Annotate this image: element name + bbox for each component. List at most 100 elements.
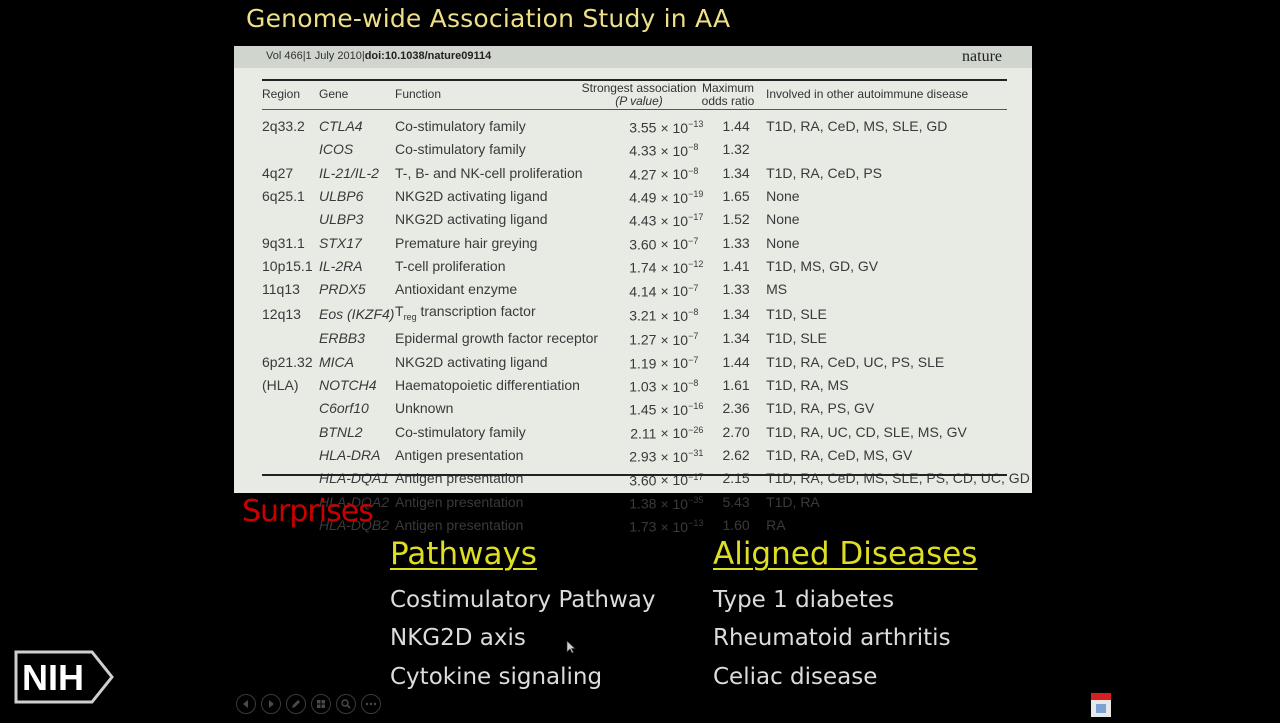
slides-icon xyxy=(317,700,325,708)
cell-p-value: 4.33 × 10−8 xyxy=(598,138,706,161)
zoom-icon xyxy=(341,699,351,709)
cell-odds-ratio: 2.36 xyxy=(722,400,750,417)
zoom-button[interactable] xyxy=(336,694,356,714)
disease-item: Type 1 diabetes xyxy=(713,587,895,613)
pen-tool-button[interactable] xyxy=(286,694,306,714)
p-exponent: −8 xyxy=(688,165,699,176)
cell-other-disease: RA xyxy=(766,517,786,534)
cell-odds-ratio: 1.41 xyxy=(722,257,750,274)
p-exponent: −26 xyxy=(688,424,704,435)
cell-p-value: 1.27 × 10−7 xyxy=(598,327,706,350)
cell-odds-ratio: 5.43 xyxy=(722,493,750,510)
cell-region xyxy=(262,397,319,420)
p-mantissa: 4.14 xyxy=(629,283,657,300)
header-strongest-line1: Strongest association xyxy=(581,81,697,95)
table-row: 6q25.1 ULBP6 NKG2D activating ligand 4.49 × … xyxy=(262,185,1030,208)
aligned-diseases-heading: Aligned Diseases xyxy=(713,536,978,572)
cell-gene: IL-2RA xyxy=(319,257,363,274)
cell-region xyxy=(262,444,319,467)
previous-slide-button[interactable] xyxy=(236,694,256,714)
cell-odds-ratio: 2.62 xyxy=(722,447,750,463)
p-times-ten: × 10 xyxy=(660,332,689,349)
paper-table-image: Vol 466|1 July 2010|doi:10.1038/nature09… xyxy=(234,46,1032,535)
cell-odds-ratio: 1.34 xyxy=(722,330,750,347)
cell-other-disease: T1D, RA, PS, GV xyxy=(766,400,875,417)
p-exponent: −8 xyxy=(688,378,699,389)
header-region: Region xyxy=(262,87,301,101)
p-times-ten: × 10 xyxy=(660,402,689,419)
cell-region xyxy=(262,138,319,161)
table-row: 9q31.1 STX17 Premature hair greying 3.60 × 1… xyxy=(262,232,1030,255)
p-exponent: −8 xyxy=(688,306,699,317)
cell-region xyxy=(262,421,319,444)
p-mantissa: 4.49 xyxy=(629,189,657,206)
function-subscript: reg xyxy=(403,311,417,322)
p-mantissa: 3.60 xyxy=(629,236,657,253)
cell-other-disease: T1D, RA, CeD, MS, SLE, PS, CD, UC, GD xyxy=(766,470,1030,487)
p-exponent: −19 xyxy=(688,189,704,200)
p-mantissa: 1.73 xyxy=(629,518,657,535)
cell-gene: Eos (IKZF4) xyxy=(319,305,395,322)
cell-odds-ratio: 1.44 xyxy=(722,117,750,134)
see-all-slides-button[interactable] xyxy=(311,694,331,714)
cell-p-value: 1.45 × 10−16 xyxy=(598,397,706,420)
association-table: 2q33.2 CTLA4 Co-stimulatory family 3.55 × 10… xyxy=(262,115,1030,538)
cell-other-disease: T1D, SLE xyxy=(766,330,827,347)
cell-odds-ratio: 1.44 xyxy=(722,353,750,370)
cell-function: Antigen presentation xyxy=(395,470,524,487)
cell-function: NKG2D activating ligand xyxy=(395,353,548,370)
table-row: HLA-DQB2 Antigen presentation 1.73 × 10−13 1… xyxy=(262,514,1030,537)
slide-title: Genome-wide Association Study in AA xyxy=(246,4,731,33)
presentation-app-icon[interactable] xyxy=(1090,692,1112,723)
cell-other-disease: T1D, RA, CeD, MS, SLE, GD xyxy=(766,117,948,134)
cell-region xyxy=(262,468,319,491)
table-row: HLA-DQA1 Antigen presentation 3.60 × 10−17 2… xyxy=(262,468,1030,491)
table-row: ULBP3 NKG2D activating ligand 4.43 × 10−17 1… xyxy=(262,208,1030,231)
cell-gene: CTLA4 xyxy=(319,117,363,134)
more-options-button[interactable] xyxy=(361,694,381,714)
cell-p-value: 4.14 × 10−7 xyxy=(598,279,706,302)
header-strongest-line2: (P value) xyxy=(615,94,663,108)
cell-p-value: 3.21 × 10−8 xyxy=(598,302,706,328)
cell-odds-ratio: 1.33 xyxy=(722,234,750,251)
p-exponent: −16 xyxy=(688,401,704,412)
table-row: ERBB3 Epidermal growth factor receptor 1.2… xyxy=(262,327,1030,350)
p-exponent: −7 xyxy=(688,282,699,293)
cell-function: NKG2D activating ligand xyxy=(395,211,548,228)
cell-other-disease: None xyxy=(766,211,800,228)
function-prefix: T xyxy=(395,302,404,319)
cell-p-value: 3.55 × 10−13 xyxy=(598,115,706,138)
p-mantissa: 1.19 xyxy=(629,355,657,372)
cell-gene: HLA-DQA2 xyxy=(319,493,390,510)
cell-other-disease: T1D, RA, CeD, MS, GV xyxy=(766,447,913,463)
p-mantissa: 1.38 xyxy=(629,495,657,512)
cell-function: Co-stimulatory family xyxy=(395,141,526,158)
p-times-ten: × 10 xyxy=(660,143,689,160)
cell-p-value: 3.60 × 10−17 xyxy=(598,468,706,491)
cell-odds-ratio: 1.33 xyxy=(722,281,750,298)
cell-other-disease: T1D, RA xyxy=(766,493,820,510)
cell-other-disease: T1D, SLE xyxy=(766,305,827,322)
table-row: HLA-DQA2 Antigen presentation 1.38 × 10−35 5… xyxy=(262,491,1030,514)
cell-other-disease: T1D, RA, MS xyxy=(766,376,849,393)
p-mantissa: 4.33 xyxy=(629,143,657,160)
cell-other-disease: MS xyxy=(766,281,788,298)
function-suffix: transcription factor xyxy=(416,302,536,319)
cell-odds-ratio: 1.60 xyxy=(722,517,750,534)
p-exponent: −35 xyxy=(688,494,704,505)
p-times-ten: × 10 xyxy=(660,448,689,465)
p-times-ten: × 10 xyxy=(660,283,689,300)
cell-other-disease xyxy=(766,138,1030,161)
cell-region: 2q33.2 xyxy=(262,117,305,134)
p-exponent: −31 xyxy=(688,448,704,459)
p-times-ten: × 10 xyxy=(660,119,689,136)
cell-function: Co-stimulatory family xyxy=(395,117,526,134)
p-exponent: −7 xyxy=(688,354,699,365)
p-mantissa: 4.27 xyxy=(629,166,657,183)
table-row: (HLA) NOTCH4 Haematopoietic differentiatio… xyxy=(262,374,1030,397)
cell-gene: ULBP3 xyxy=(319,211,364,228)
cell-gene: MICA xyxy=(319,353,354,370)
next-icon xyxy=(269,700,274,708)
cell-other-disease: T1D, RA, CeD, UC, PS, SLE xyxy=(766,353,945,370)
next-slide-button[interactable] xyxy=(261,694,281,714)
